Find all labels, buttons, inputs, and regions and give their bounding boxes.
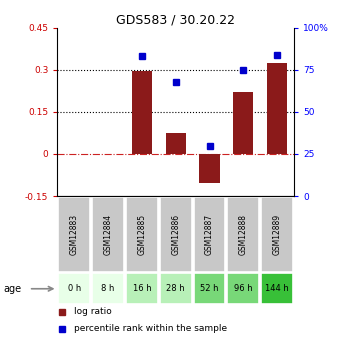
Text: 8 h: 8 h: [101, 284, 115, 293]
Bar: [194, 197, 225, 272]
Bar: [166, 133, 186, 154]
Text: 28 h: 28 h: [166, 284, 185, 293]
Text: 144 h: 144 h: [265, 284, 289, 293]
Text: 0 h: 0 h: [68, 284, 81, 293]
Text: GSM12884: GSM12884: [104, 214, 113, 255]
Text: percentile rank within the sample: percentile rank within the sample: [74, 324, 227, 333]
Bar: [92, 274, 124, 304]
Text: 96 h: 96 h: [234, 284, 253, 293]
Bar: [160, 197, 192, 272]
Text: GSM12888: GSM12888: [239, 214, 248, 255]
Text: GSM12883: GSM12883: [70, 214, 79, 255]
Text: log ratio: log ratio: [74, 307, 112, 316]
Text: age: age: [4, 284, 22, 294]
Text: 16 h: 16 h: [132, 284, 151, 293]
Bar: [199, 154, 220, 184]
Bar: [160, 274, 192, 304]
Text: GSM12889: GSM12889: [273, 214, 282, 255]
Text: GSM12885: GSM12885: [138, 214, 146, 255]
Bar: [227, 274, 259, 304]
Bar: [261, 197, 293, 272]
Bar: [261, 274, 293, 304]
Bar: [92, 197, 124, 272]
Bar: [194, 274, 225, 304]
Bar: [58, 274, 90, 304]
Bar: [227, 197, 259, 272]
Bar: [267, 63, 287, 154]
Bar: [132, 71, 152, 154]
Bar: [126, 197, 158, 272]
Bar: [58, 197, 90, 272]
Title: GDS583 / 30.20.22: GDS583 / 30.20.22: [116, 13, 235, 27]
Bar: [233, 92, 254, 154]
Text: GSM12887: GSM12887: [205, 214, 214, 255]
Text: 52 h: 52 h: [200, 284, 219, 293]
Bar: [126, 274, 158, 304]
Text: GSM12886: GSM12886: [171, 214, 180, 255]
